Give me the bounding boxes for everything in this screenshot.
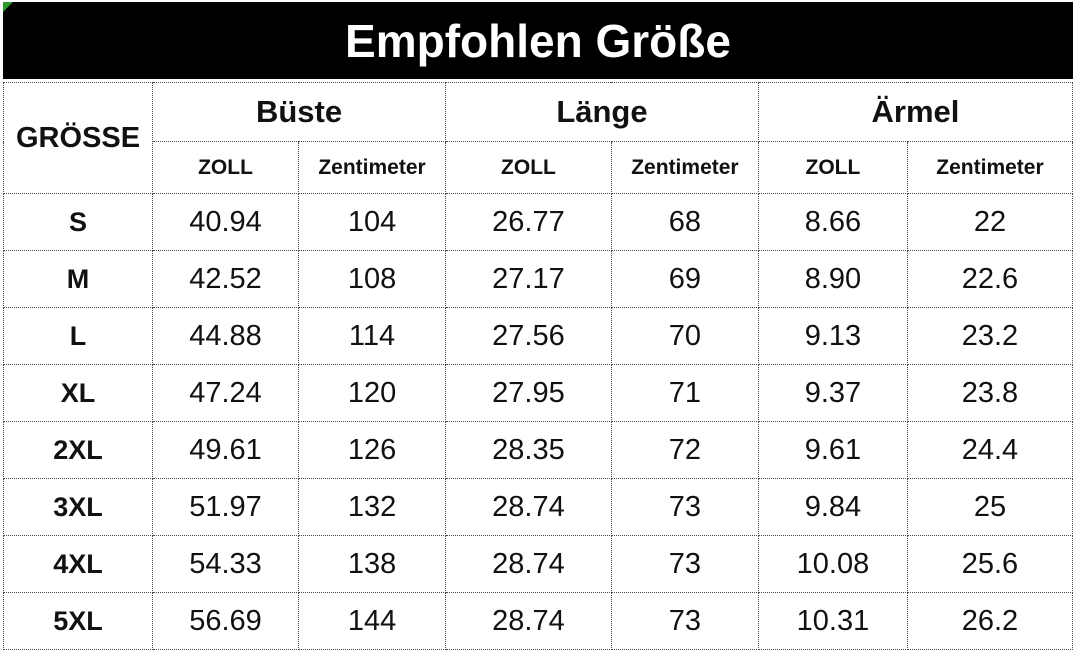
- value-sleeve-inch: 9.84: [757, 478, 908, 536]
- value-length-cm: 72: [610, 421, 759, 479]
- unit-header-length-inch: ZOLL: [445, 141, 612, 194]
- value-bust-inch: 44.88: [152, 307, 300, 365]
- size-label: 2XL: [2, 421, 154, 479]
- unit-header-length-cm: Zentimeter: [610, 141, 759, 194]
- value-length-inch: 28.74: [445, 478, 612, 536]
- page-title: Empfohlen Größe: [345, 14, 731, 67]
- value-sleeve-inch: 9.13: [757, 307, 908, 365]
- size-label: L: [2, 307, 154, 365]
- value-sleeve-cm: 25: [906, 478, 1074, 536]
- value-bust-inch: 40.94: [152, 193, 300, 251]
- value-length-cm: 73: [610, 592, 759, 650]
- value-sleeve-cm: 23.8: [906, 364, 1074, 422]
- corner-marker-icon: [3, 2, 13, 12]
- value-sleeve-inch: 8.90: [757, 250, 908, 308]
- value-sleeve-inch: 10.31: [757, 592, 908, 650]
- value-sleeve-cm: 25.6: [906, 535, 1074, 593]
- table-row: S 40.94 104 26.77 68 8.66 22: [2, 193, 1074, 251]
- unit-header-bust-cm: Zentimeter: [298, 141, 447, 194]
- unit-header-sleeve-inch: ZOLL: [757, 141, 908, 194]
- value-bust-cm: 104: [298, 193, 447, 251]
- value-bust-cm: 126: [298, 421, 447, 479]
- table-row: 2XL 49.61 126 28.35 72 9.61 24.4: [2, 421, 1074, 479]
- table-row: 5XL 56.69 144 28.74 73 10.31 26.2: [2, 592, 1074, 650]
- value-bust-cm: 120: [298, 364, 447, 422]
- size-column-header: GRÖSSE: [2, 82, 154, 194]
- value-length-cm: 68: [610, 193, 759, 251]
- value-bust-inch: 54.33: [152, 535, 300, 593]
- group-header-sleeve: Ärmel: [757, 82, 1074, 142]
- value-bust-cm: 138: [298, 535, 447, 593]
- value-sleeve-cm: 22.6: [906, 250, 1074, 308]
- group-header-length: Länge: [445, 82, 759, 142]
- value-length-cm: 69: [610, 250, 759, 308]
- unit-header-sleeve-cm: Zentimeter: [906, 141, 1074, 194]
- value-length-cm: 73: [610, 478, 759, 536]
- value-length-cm: 73: [610, 535, 759, 593]
- table-row: L 44.88 114 27.56 70 9.13 23.2: [2, 307, 1074, 365]
- table-row: 3XL 51.97 132 28.74 73 9.84 25: [2, 478, 1074, 536]
- value-bust-inch: 51.97: [152, 478, 300, 536]
- unit-header-row: ZOLL Zentimeter ZOLL Zentimeter ZOLL Zen…: [4, 141, 1074, 194]
- size-label: 4XL: [2, 535, 154, 593]
- size-label: M: [2, 250, 154, 308]
- value-sleeve-inch: 9.61: [757, 421, 908, 479]
- value-sleeve-cm: 22: [906, 193, 1074, 251]
- value-length-inch: 28.74: [445, 592, 612, 650]
- title-banner: Empfohlen Größe: [3, 2, 1073, 79]
- table-row: M 42.52 108 27.17 69 8.90 22.6: [2, 250, 1074, 308]
- value-length-inch: 28.35: [445, 421, 612, 479]
- value-length-inch: 27.17: [445, 250, 612, 308]
- value-sleeve-cm: 24.4: [906, 421, 1074, 479]
- value-sleeve-inch: 8.66: [757, 193, 908, 251]
- value-bust-inch: 42.52: [152, 250, 300, 308]
- size-label: 3XL: [2, 478, 154, 536]
- value-length-inch: 28.74: [445, 535, 612, 593]
- group-header-row: GRÖSSE Büste Länge Ärmel: [2, 82, 1074, 194]
- table-row: 4XL 54.33 138 28.74 73 10.08 25.6: [2, 535, 1074, 593]
- value-length-inch: 27.56: [445, 307, 612, 365]
- table-row: XL 47.24 120 27.95 71 9.37 23.8: [2, 364, 1074, 422]
- value-bust-inch: 56.69: [152, 592, 300, 650]
- value-sleeve-inch: 10.08: [757, 535, 908, 593]
- value-bust-inch: 47.24: [152, 364, 300, 422]
- value-sleeve-cm: 26.2: [906, 592, 1074, 650]
- group-header-bust: Büste: [152, 82, 447, 142]
- value-bust-inch: 49.61: [152, 421, 300, 479]
- value-length-cm: 71: [610, 364, 759, 422]
- size-label: S: [2, 193, 154, 251]
- value-length-inch: 27.95: [445, 364, 612, 422]
- size-chart-table: GRÖSSE Büste Länge Ärmel ZOLL Zentimeter…: [2, 82, 1074, 650]
- value-length-inch: 26.77: [445, 193, 612, 251]
- value-bust-cm: 108: [298, 250, 447, 308]
- size-label: 5XL: [2, 592, 154, 650]
- value-sleeve-inch: 9.37: [757, 364, 908, 422]
- value-length-cm: 70: [610, 307, 759, 365]
- value-bust-cm: 132: [298, 478, 447, 536]
- unit-header-bust-inch: ZOLL: [152, 141, 300, 194]
- value-bust-cm: 144: [298, 592, 447, 650]
- size-label: XL: [2, 364, 154, 422]
- value-sleeve-cm: 23.2: [906, 307, 1074, 365]
- value-bust-cm: 114: [298, 307, 447, 365]
